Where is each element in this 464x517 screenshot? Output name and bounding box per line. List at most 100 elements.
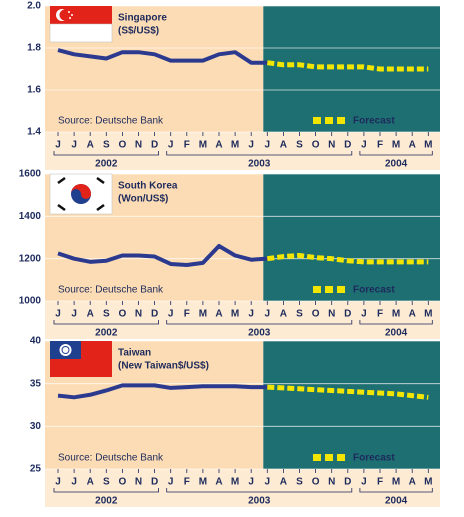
x-tick-label: F <box>184 140 190 151</box>
x-tick-label: D <box>151 477 158 488</box>
panel-title: Singapore <box>118 13 167 24</box>
x-tick-label: J <box>361 140 367 151</box>
x-tick-label: S <box>103 477 110 488</box>
x-tick-label: J <box>361 309 367 320</box>
x-tick-label: S <box>296 309 303 320</box>
forecast-background <box>263 174 440 301</box>
flag-taiwan <box>50 341 112 377</box>
year-label: 2003 <box>248 159 271 170</box>
x-tick-label: A <box>280 309 287 320</box>
x-tick-label: M <box>424 309 432 320</box>
panel-title: South Korea <box>118 181 178 192</box>
year-bracket <box>359 151 433 156</box>
y-tick-label: 1.8 <box>27 43 41 54</box>
y-tick-label: 1600 <box>19 169 42 180</box>
x-tick-label: A <box>87 477 94 488</box>
year-bracket <box>359 488 433 493</box>
legend-label: Forecast <box>353 285 395 296</box>
year-label: 2004 <box>385 328 408 339</box>
x-tick-label: A <box>87 309 94 320</box>
x-tick-label: M <box>424 140 432 151</box>
forecast-line <box>266 60 429 72</box>
x-tick-label: A <box>409 140 416 151</box>
x-tick-label: J <box>248 309 254 320</box>
y-tick-label: 1400 <box>19 211 42 222</box>
y-tick-label: 2.0 <box>27 1 41 12</box>
x-tick-label: J <box>248 477 254 488</box>
x-tick-label: S <box>103 309 110 320</box>
legend-label: Forecast <box>353 453 395 464</box>
legend-swatch <box>337 454 345 461</box>
x-tick-label: S <box>296 140 303 151</box>
x-tick-label: A <box>280 477 287 488</box>
x-tick-label: D <box>151 309 158 320</box>
x-tick-label: N <box>135 477 142 488</box>
flags <box>49 6 113 377</box>
x-tick-label: O <box>119 140 127 151</box>
legend-swatch <box>325 454 333 461</box>
history-line <box>57 48 268 65</box>
x-tick-label: M <box>199 140 207 151</box>
x-tick-label: S <box>103 140 110 151</box>
year-bracket <box>166 151 353 156</box>
y-tick-label: 35 <box>30 378 42 389</box>
y-tick-label: 30 <box>30 421 42 432</box>
x-tick-label: F <box>184 477 190 488</box>
x-tick-label: N <box>135 309 142 320</box>
year-label: 2003 <box>248 496 271 507</box>
x-tick-label: D <box>344 477 351 488</box>
x-tick-label: D <box>151 140 158 151</box>
year-label: 2002 <box>95 328 118 339</box>
axis-band <box>45 301 440 339</box>
x-tick-label: M <box>392 309 400 320</box>
x-tick-label: M <box>231 140 239 151</box>
x-tick-label: M <box>231 309 239 320</box>
legend-swatch <box>313 454 321 461</box>
y-tick-label: 40 <box>30 336 42 347</box>
x-tick-label: J <box>168 477 174 488</box>
forecast-line <box>267 384 429 400</box>
x-tick-label: O <box>312 477 320 488</box>
x-tick-label: A <box>215 309 222 320</box>
legend-label: Forecast <box>353 116 395 127</box>
y-tick-label: 25 <box>30 464 42 475</box>
x-tick-label: M <box>392 140 400 151</box>
x-tick-label: A <box>215 140 222 151</box>
x-tick-label: O <box>119 309 127 320</box>
flag-south-korea <box>49 173 113 215</box>
x-tick-label: J <box>71 477 77 488</box>
x-tick-label: O <box>312 140 320 151</box>
panel-subtitle: (Won/US$) <box>118 194 168 205</box>
x-tick-label: J <box>265 140 271 151</box>
panel-subtitle: (S$/US$) <box>118 26 159 37</box>
x-tick-label: N <box>135 140 142 151</box>
x-tick-label: J <box>168 309 174 320</box>
x-tick-label: A <box>215 477 222 488</box>
y-tick-label: 1.6 <box>27 85 41 96</box>
x-tick-label: J <box>55 477 61 488</box>
year-label: 2004 <box>385 159 408 170</box>
source-note: Source: Deutsche Bank <box>58 285 164 296</box>
year-label: 2002 <box>95 496 118 507</box>
legend-swatch <box>337 286 345 293</box>
history-line <box>57 383 268 400</box>
x-tick-label: J <box>55 309 61 320</box>
year-bracket <box>53 488 159 493</box>
x-tick-label: A <box>87 140 94 151</box>
legend-swatch <box>325 286 333 293</box>
year-bracket <box>166 488 353 493</box>
source-note: Source: Deutsche Bank <box>58 116 164 127</box>
x-tick-label: F <box>377 140 383 151</box>
y-tick-label: 1000 <box>19 296 42 307</box>
panel-title: Taiwan <box>118 348 151 359</box>
x-tick-label: N <box>328 140 335 151</box>
x-tick-label: O <box>119 477 127 488</box>
x-tick-label: J <box>55 140 61 151</box>
x-tick-label: J <box>71 309 77 320</box>
year-label: 2003 <box>248 328 271 339</box>
forecast-line <box>266 252 429 265</box>
x-tick-label: M <box>231 477 239 488</box>
x-tick-label: J <box>168 140 174 151</box>
x-tick-label: F <box>377 309 383 320</box>
x-tick-label: J <box>265 309 271 320</box>
